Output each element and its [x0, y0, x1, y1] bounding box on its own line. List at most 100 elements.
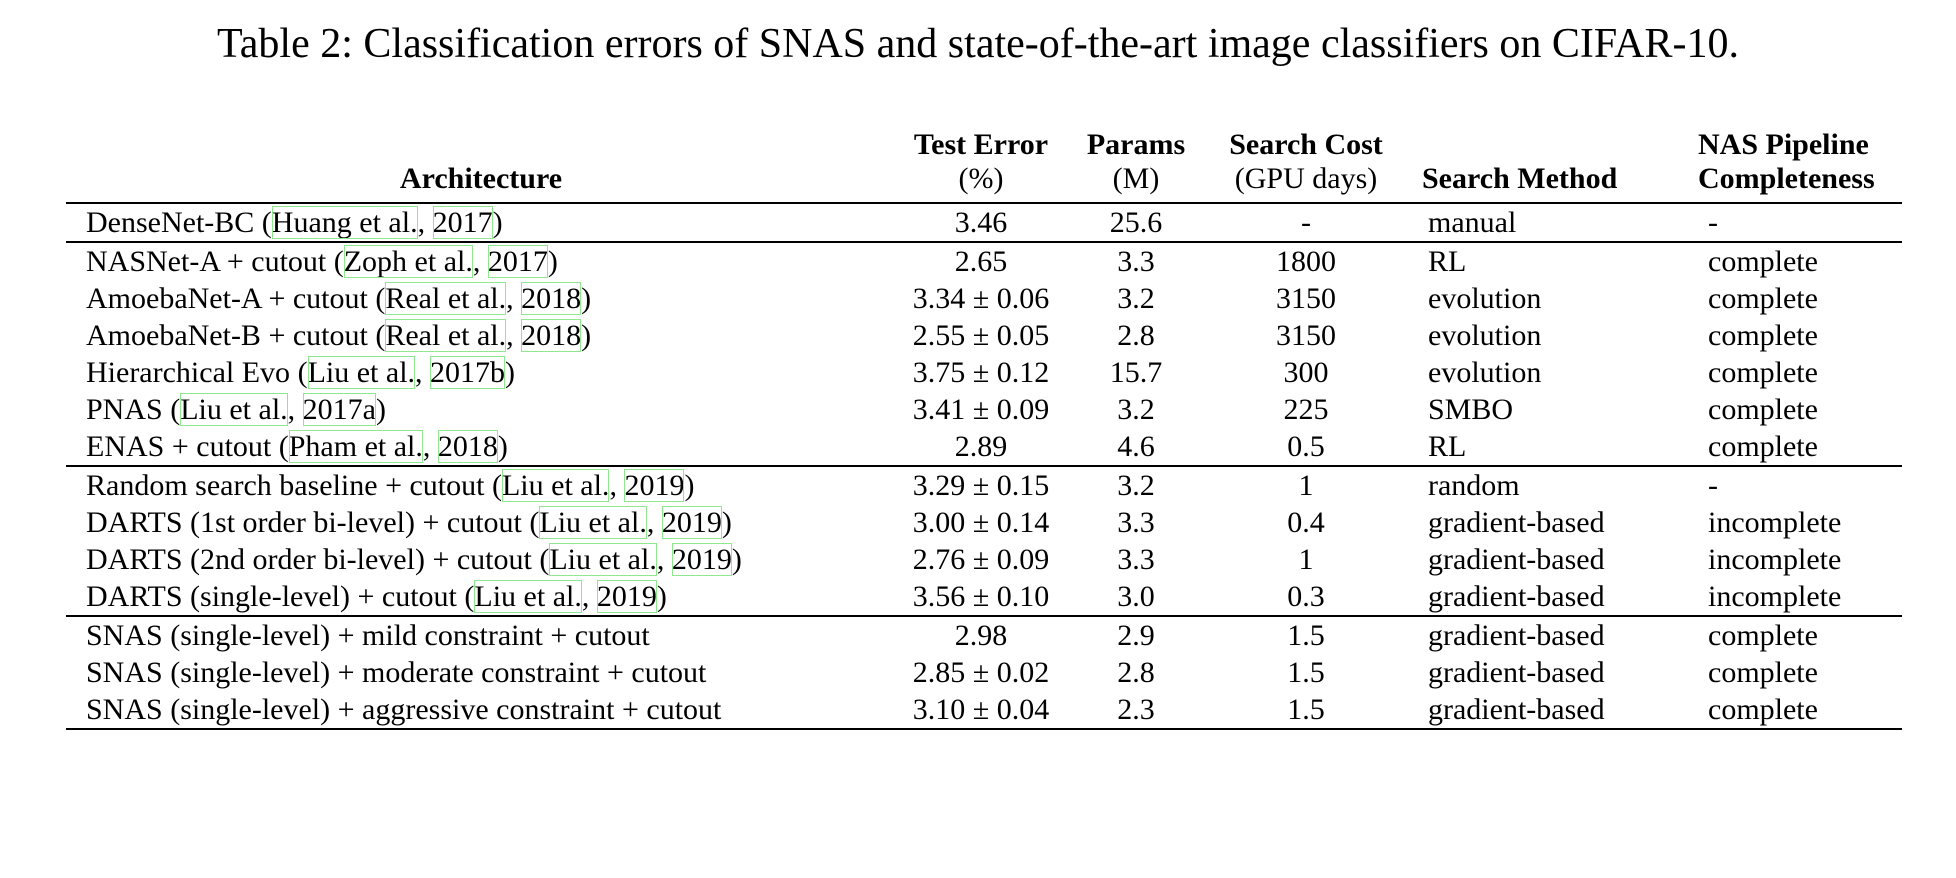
citation-year-link[interactable]: 2017b	[430, 356, 506, 389]
table-row: Hierarchical Evo (Liu et al., 2017b) 3.75…	[66, 354, 1902, 391]
row-group: Random search baseline + cutout (Liu et …	[66, 466, 1902, 616]
cell-search-method: gradient-based	[1428, 619, 1605, 652]
header-row: Architecture Test Error (%) Params (M) Sea…	[66, 128, 1902, 203]
table-caption: Table 2: Classification errors of SNAS a…	[217, 21, 1739, 67]
cell-completeness: complete	[1708, 282, 1818, 315]
header-completeness-line1: NAS Pipeline	[1698, 128, 1869, 161]
cell-search-method: RL	[1428, 245, 1467, 278]
cell-completeness: complete	[1708, 693, 1818, 726]
citation-year-link[interactable]: 2017	[432, 206, 493, 239]
citation-year-link[interactable]: 2019	[671, 543, 732, 576]
cell-test-error: 2.98	[954, 619, 1008, 652]
cell-params: 2.8	[1117, 319, 1155, 352]
citation-year-link[interactable]: 2018	[521, 282, 582, 315]
cell-params: 2.9	[1117, 619, 1155, 652]
citation-author-link[interactable]: Liu et al.	[549, 543, 657, 576]
citation-year-link[interactable]: 2017a	[302, 393, 376, 426]
citation-year-link[interactable]: 2019	[596, 580, 657, 613]
citation-author-link[interactable]: Liu et al.	[501, 469, 610, 502]
cell-architecture: PNAS (Liu et al., 2017a)	[86, 393, 386, 426]
cell-params: 3.3	[1117, 506, 1155, 539]
header-completeness: NAS Pipeline Completeness	[1688, 128, 1902, 203]
cell-completeness: -	[1708, 206, 1718, 239]
table-row: SNAS (single-level) + moderate constrain…	[66, 654, 1902, 691]
cell-architecture: AmoebaNet-A + cutout (Real et al., 2018)	[86, 282, 592, 315]
cell-completeness: complete	[1708, 656, 1818, 689]
citation-year-link[interactable]: 2017	[487, 245, 548, 278]
citation-author-link[interactable]: Liu et al.	[180, 393, 288, 426]
row-group: NASNet-A + cutout (Zoph et al., 2017) 2.6…	[66, 242, 1902, 466]
header-search-cost-label: Search Cost	[1229, 128, 1383, 161]
cell-search-cost: 3150	[1276, 319, 1336, 352]
citation-year-link[interactable]: 2018	[521, 319, 582, 352]
cell-architecture: NASNet-A + cutout (Zoph et al., 2017)	[86, 245, 558, 278]
architecture-name: SNAS (single-level) + aggressive constra…	[86, 693, 722, 726]
citation-author-link[interactable]: Real et al.	[385, 319, 507, 352]
table-row: ENAS + cutout (Pham et al., 2018) 2.89 4.6…	[66, 428, 1902, 466]
table-row: SNAS (single-level) + aggressive constra…	[66, 691, 1902, 729]
cell-architecture: DARTS (2nd order bi-level) + cutout (Liu…	[86, 543, 742, 576]
architecture-name: DenseNet-BC	[86, 206, 262, 239]
cell-search-cost: 3150	[1276, 282, 1336, 315]
cell-test-error: 3.75 ± 0.12	[912, 356, 1050, 389]
cell-architecture: DenseNet-BC (Huang et al., 2017)	[86, 206, 503, 239]
cell-search-method: evolution	[1428, 356, 1542, 389]
citation-author-link[interactable]: Liu et al.	[307, 356, 416, 389]
cell-completeness: complete	[1708, 619, 1818, 652]
cell-params: 3.2	[1117, 282, 1155, 315]
architecture-name: DARTS (2nd order bi-level) + cutout	[86, 543, 540, 576]
header-params-unit: (M)	[1112, 162, 1160, 195]
cell-test-error: 3.29 ± 0.15	[912, 469, 1050, 502]
table-row: DARTS (1st order bi-level) + cutout (Liu…	[66, 504, 1902, 541]
citation-author-link[interactable]: Real et al.	[385, 282, 507, 315]
architecture-name: Hierarchical Evo	[86, 356, 298, 389]
table-row: DenseNet-BC (Huang et al., 2017) 3.46 25.6…	[66, 203, 1902, 242]
cell-test-error: 2.55 ± 0.05	[912, 319, 1050, 352]
citation-author-link[interactable]: Huang et al.	[271, 206, 418, 239]
citation-year-link[interactable]: 2018	[437, 430, 498, 463]
cell-architecture: Random search baseline + cutout (Liu et …	[86, 469, 695, 502]
citation-author-link[interactable]: Zoph et al.	[343, 245, 473, 278]
cell-completeness: incomplete	[1708, 580, 1842, 613]
cell-test-error: 2.85 ± 0.02	[912, 656, 1050, 689]
citation-year-link[interactable]: 2019	[624, 469, 685, 502]
architecture-name: AmoebaNet-A + cutout	[86, 282, 376, 315]
header-completeness-line2: Completeness	[1698, 162, 1875, 195]
cell-architecture: AmoebaNet-B + cutout (Real et al., 2018)	[86, 319, 592, 352]
cell-params: 25.6	[1109, 206, 1163, 239]
row-group: SNAS (single-level) + mild constraint + …	[66, 616, 1902, 729]
cell-completeness: complete	[1708, 356, 1818, 389]
table-row: DARTS (2nd order bi-level) + cutout (Liu…	[66, 541, 1902, 578]
cell-search-cost: -	[1301, 206, 1311, 239]
header-search-cost: Search Cost (GPU days)	[1206, 128, 1406, 203]
cell-completeness: complete	[1708, 319, 1818, 352]
cell-search-cost: 0.4	[1287, 506, 1325, 539]
cell-test-error: 2.65	[954, 245, 1008, 278]
cell-params: 3.3	[1117, 245, 1155, 278]
cell-search-cost: 225	[1283, 393, 1329, 426]
header-params: Params (M)	[1066, 128, 1206, 203]
header-search-method: Search Method	[1406, 128, 1688, 203]
table-row: PNAS (Liu et al., 2017a) 3.41 ± 0.09 3.2 22…	[66, 391, 1902, 428]
header-params-label: Params	[1086, 128, 1186, 161]
cell-search-cost: 1.5	[1287, 656, 1325, 689]
cell-params: 3.0	[1117, 580, 1155, 613]
cell-params: 15.7	[1109, 356, 1163, 389]
table-header: Architecture Test Error (%) Params (M) Sea…	[66, 128, 1902, 203]
citation-author-link[interactable]: Liu et al.	[539, 506, 647, 539]
cell-completeness: incomplete	[1708, 543, 1842, 576]
cell-search-method: gradient-based	[1428, 506, 1605, 539]
architecture-name: PNAS	[86, 393, 171, 426]
cell-params: 2.3	[1117, 693, 1155, 726]
citation-author-link[interactable]: Pham et al.	[288, 430, 423, 463]
cell-test-error: 3.34 ± 0.06	[912, 282, 1050, 315]
cell-params: 3.3	[1117, 543, 1155, 576]
cell-test-error: 3.10 ± 0.04	[912, 693, 1050, 726]
cell-architecture: DARTS (1st order bi-level) + cutout (Liu…	[86, 506, 732, 539]
cell-search-method: gradient-based	[1428, 543, 1605, 576]
cell-test-error: 3.56 ± 0.10	[912, 580, 1050, 613]
cell-completeness: complete	[1708, 393, 1818, 426]
citation-author-link[interactable]: Liu et al.	[474, 580, 582, 613]
citation-year-link[interactable]: 2019	[661, 506, 722, 539]
architecture-name: Random search baseline + cutout	[86, 469, 492, 502]
